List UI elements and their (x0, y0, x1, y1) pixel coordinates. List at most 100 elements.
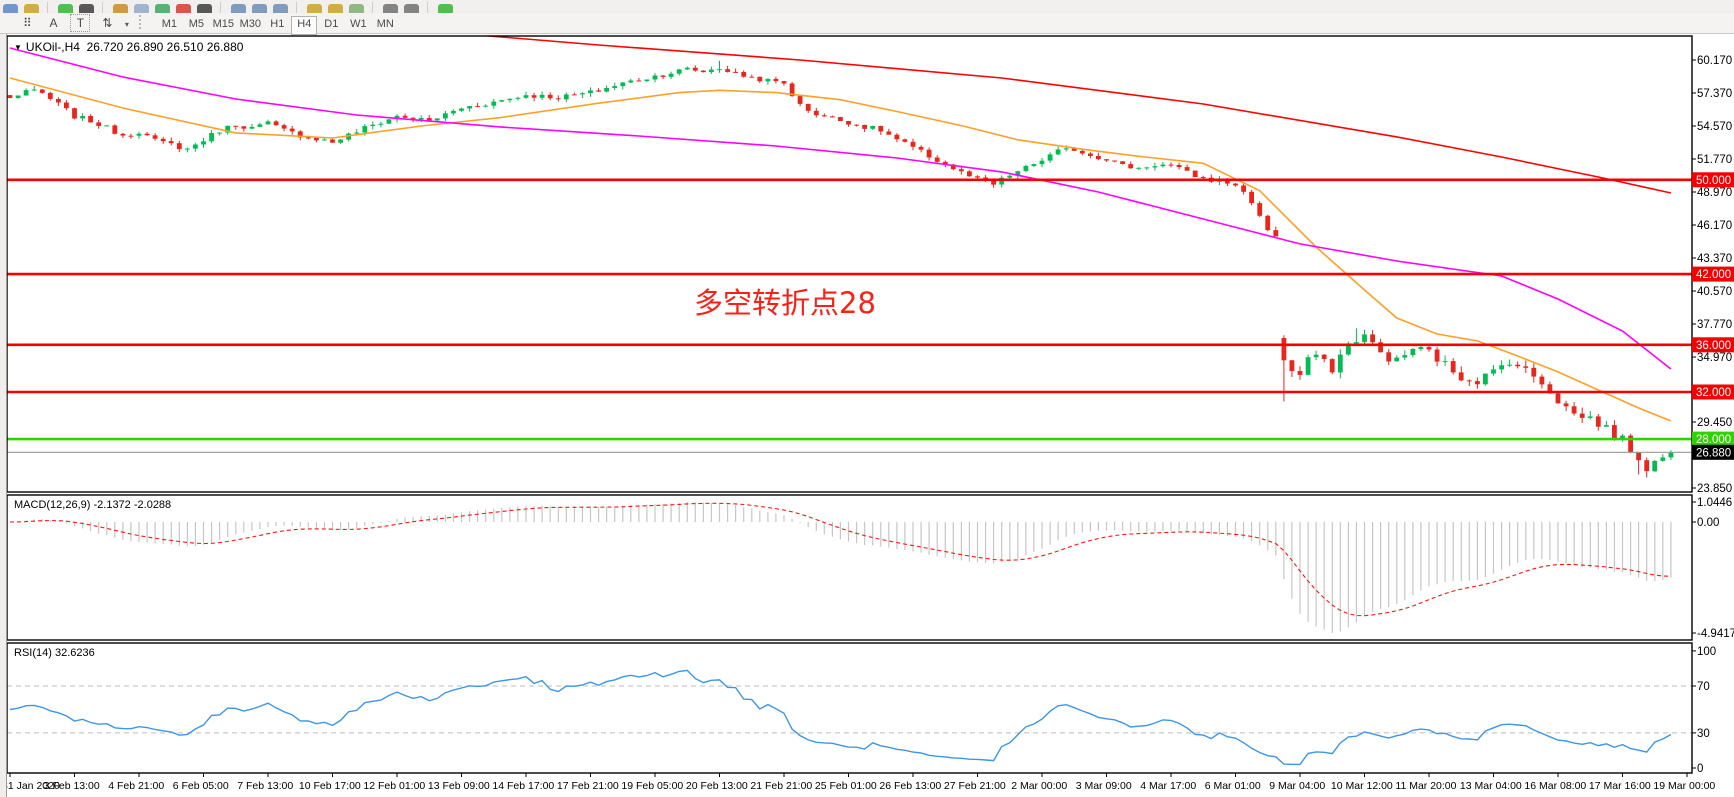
svg-text:19 Mar 00:00: 19 Mar 00:00 (1653, 780, 1715, 792)
window-left-edge (0, 33, 7, 797)
svg-text:10 Mar 12:00: 10 Mar 12:00 (1331, 780, 1393, 792)
svg-text:6 Mar 01:00: 6 Mar 01:00 (1205, 780, 1261, 792)
symbol-dropdown-icon[interactable]: ▼ (14, 43, 22, 52)
svg-text:100: 100 (1697, 646, 1716, 658)
toolbar-separator (139, 15, 145, 29)
tile-windows-icon[interactable] (349, 4, 364, 13)
svg-text:34.970: 34.970 (1697, 352, 1732, 364)
svg-text:27 Feb 21:00: 27 Feb 21:00 (944, 780, 1006, 792)
svg-text:70: 70 (1697, 681, 1710, 693)
svg-text:32.000: 32.000 (1696, 387, 1731, 399)
terminal-icon[interactable] (113, 4, 128, 13)
svg-text:57.370: 57.370 (1697, 88, 1732, 100)
timeframe-button-M5[interactable]: M5 (188, 18, 204, 30)
profiles-zoom-icon[interactable] (24, 4, 39, 13)
svg-text:14 Feb 17:00: 14 Feb 17:00 (492, 780, 554, 792)
svg-text:50.000: 50.000 (1696, 175, 1731, 187)
timeframe-button-M30[interactable]: M30 (239, 18, 262, 30)
main-toolbar (0, 0, 1734, 14)
toolbar-separator (427, 2, 430, 13)
timeframe-button-M15[interactable]: M15 (212, 18, 235, 30)
svg-text:2 Mar 00:00: 2 Mar 00:00 (1011, 780, 1067, 792)
new-order-icon[interactable] (58, 4, 73, 13)
line-chart-icon[interactable] (273, 4, 288, 13)
timeframe-button-M1[interactable]: M1 (161, 18, 177, 30)
svg-text:13 Mar 04:00: 13 Mar 04:00 (1460, 780, 1522, 792)
svg-text:26.880: 26.880 (1696, 447, 1731, 459)
toolbar-separator (47, 2, 50, 13)
rsi-value: 32.6236 (54, 647, 95, 659)
web-globe-icon[interactable] (155, 4, 170, 13)
svg-text:43.370: 43.370 (1697, 253, 1732, 265)
news-icon[interactable] (197, 4, 212, 13)
arrows-tool-icon[interactable]: ⇅ (102, 16, 113, 30)
new-chart-icon[interactable] (3, 4, 18, 13)
toolbar-separator (296, 2, 299, 13)
svg-text:10 Feb 17:00: 10 Feb 17:00 (299, 780, 361, 792)
svg-text:25 Feb 01:00: 25 Feb 01:00 (815, 780, 877, 792)
symbol-period-label: UKOil-,H4 (25, 40, 80, 54)
svg-text:12 Feb 01:00: 12 Feb 01:00 (363, 780, 425, 792)
svg-text:-4.9417: -4.9417 (1697, 628, 1734, 640)
svg-text:7 Feb 13:00: 7 Feb 13:00 (237, 780, 293, 792)
toolbar-separator (102, 2, 105, 13)
svg-text:6 Feb 05:00: 6 Feb 05:00 (173, 780, 229, 792)
svg-text:4 Mar 17:00: 4 Mar 17:00 (1140, 780, 1196, 792)
zoom-in-icon[interactable] (307, 4, 322, 13)
svg-text:42.000: 42.000 (1696, 269, 1731, 281)
arrows-tool-caret[interactable]: ▾ (124, 20, 129, 29)
svg-text:0: 0 (1697, 763, 1703, 775)
svg-text:37.770: 37.770 (1697, 319, 1732, 331)
timeframe-button-MN[interactable]: MN (376, 18, 394, 30)
timeframe-button-W1[interactable]: W1 (350, 18, 367, 30)
timeframe-button-D1[interactable]: D1 (324, 18, 339, 30)
toolbar-separator (220, 2, 223, 13)
strategy-tester-icon[interactable] (134, 4, 149, 13)
svg-text:40.570: 40.570 (1697, 286, 1732, 298)
svg-text:51.770: 51.770 (1697, 154, 1732, 166)
svg-text:29.450: 29.450 (1697, 417, 1732, 429)
svg-text:0.00: 0.00 (1697, 517, 1719, 529)
timeframe-button-H4[interactable]: H4 (291, 16, 318, 35)
svg-text:9 Mar 04:00: 9 Mar 04:00 (1269, 780, 1325, 792)
candle-chart-icon[interactable] (252, 4, 267, 13)
auto-scroll-icon[interactable] (383, 4, 398, 13)
chart-title: ▼ UKOil-,H4 26.720 26.890 26.510 26.880 (14, 40, 243, 54)
mql5-community-icon[interactable] (176, 4, 191, 13)
svg-text:20 Feb 13:00: 20 Feb 13:00 (686, 780, 748, 792)
svg-text:1.0446: 1.0446 (1697, 497, 1732, 509)
svg-text:23.850: 23.850 (1697, 483, 1732, 495)
svg-text:31 Jan 2020: 31 Jan 2020 (2, 780, 60, 792)
rsi-indicator-label: RSI(14) 32.6236 (14, 647, 95, 659)
svg-text:54.570: 54.570 (1697, 121, 1732, 133)
chart-annotation-text: 多空转折点28 (694, 286, 876, 320)
zoom-out-icon[interactable] (328, 4, 343, 13)
svg-text:17 Feb 21:00: 17 Feb 21:00 (557, 780, 619, 792)
svg-text:17 Mar 16:00: 17 Mar 16:00 (1589, 780, 1651, 792)
ohlc-values: 26.720 26.890 26.510 26.880 (86, 40, 244, 54)
svg-text:3 Feb 13:00: 3 Feb 13:00 (44, 780, 100, 792)
toolbar-separator (372, 2, 375, 13)
text-box-tool-icon[interactable]: T (70, 14, 91, 32)
svg-text:26 Feb 13:00: 26 Feb 13:00 (879, 780, 941, 792)
svg-text:30: 30 (1697, 728, 1710, 740)
add-indicator-icon[interactable] (438, 4, 453, 13)
svg-text:46.170: 46.170 (1697, 220, 1732, 232)
timeframe-button-H1[interactable]: H1 (270, 18, 285, 30)
macd-indicator-label: MACD(12,26,9) -2.1372 -2.0288 (14, 499, 172, 511)
expert-advisors-icon[interactable] (79, 4, 94, 13)
chart-shift-icon[interactable] (404, 4, 419, 13)
macd-signal-value: -2.0288 (133, 499, 172, 511)
svg-text:16 Mar 08:00: 16 Mar 08:00 (1524, 780, 1586, 792)
text-label-tool-icon[interactable]: A (49, 16, 58, 30)
svg-text:60.170: 60.170 (1697, 55, 1732, 67)
bar-chart-icon[interactable] (231, 4, 246, 13)
svg-text:3 Mar 09:00: 3 Mar 09:00 (1076, 780, 1132, 792)
cursor-crosshair-tool-icon[interactable]: ⠿ (23, 16, 32, 30)
svg-text:21 Feb 21:00: 21 Feb 21:00 (750, 780, 812, 792)
svg-text:19 Feb 05:00: 19 Feb 05:00 (621, 780, 683, 792)
svg-text:13 Feb 09:00: 13 Feb 09:00 (428, 780, 490, 792)
macd-main-value: -2.1372 (93, 499, 131, 511)
